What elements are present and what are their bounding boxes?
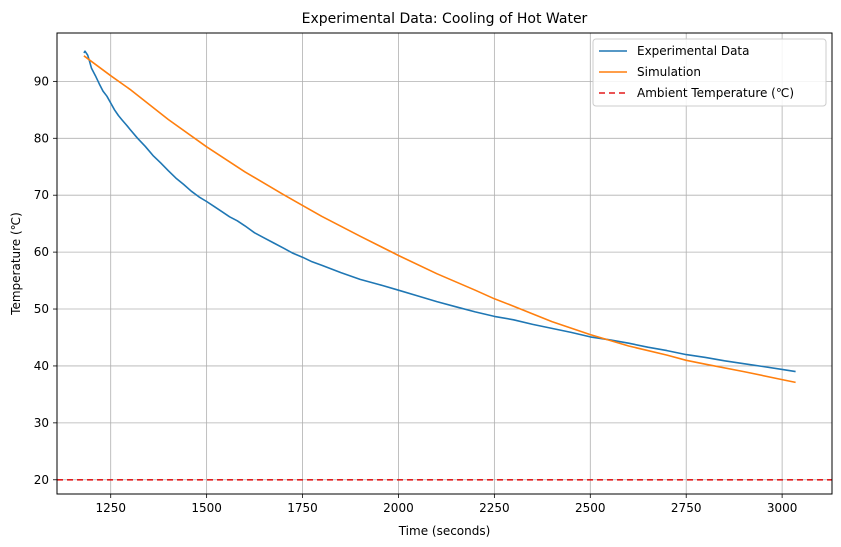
- series-line-0: [83, 50, 796, 373]
- x-tick-label: 1750: [287, 501, 318, 515]
- y-tick-label: 70: [34, 188, 49, 202]
- x-tick-label: 2250: [479, 501, 510, 515]
- x-tick-label: 2500: [575, 501, 606, 515]
- y-tick-label: 30: [34, 416, 49, 430]
- grid: [57, 33, 832, 494]
- legend-label: Experimental Data: [637, 44, 750, 58]
- x-axis-label: Time (seconds): [398, 524, 491, 538]
- plot-frame: [56, 32, 833, 495]
- series-group: [57, 50, 832, 481]
- legend-label: Simulation: [637, 65, 701, 79]
- legend-label: Ambient Temperature (℃): [637, 86, 794, 100]
- chart-title: Experimental Data: Cooling of Hot Water: [302, 11, 588, 27]
- y-axis-label: Temperature (℃): [9, 212, 23, 316]
- x-tick-label: 1250: [95, 501, 126, 515]
- y-tick-label: 50: [34, 302, 49, 316]
- y-tick-label: 80: [34, 131, 49, 145]
- legend: Experimental Data Simulation Ambient Tempe…: [592, 38, 827, 107]
- x-tick-label: 2750: [671, 501, 702, 515]
- series-line-1: [83, 55, 796, 384]
- x-tick-label: 1500: [191, 501, 222, 515]
- y-tick-label: 60: [34, 245, 49, 259]
- y-tick-label: 40: [34, 359, 49, 373]
- legend-box: [592, 38, 827, 107]
- axis-ticks: 1250 1500 1750 2000 2250 2500 2750 3000 20 30 40 50…: [34, 74, 798, 515]
- y-tick-label: 20: [34, 473, 49, 487]
- x-tick-label: 3000: [767, 501, 798, 515]
- y-tick-label: 90: [34, 74, 49, 88]
- x-tick-label: 2000: [383, 501, 414, 515]
